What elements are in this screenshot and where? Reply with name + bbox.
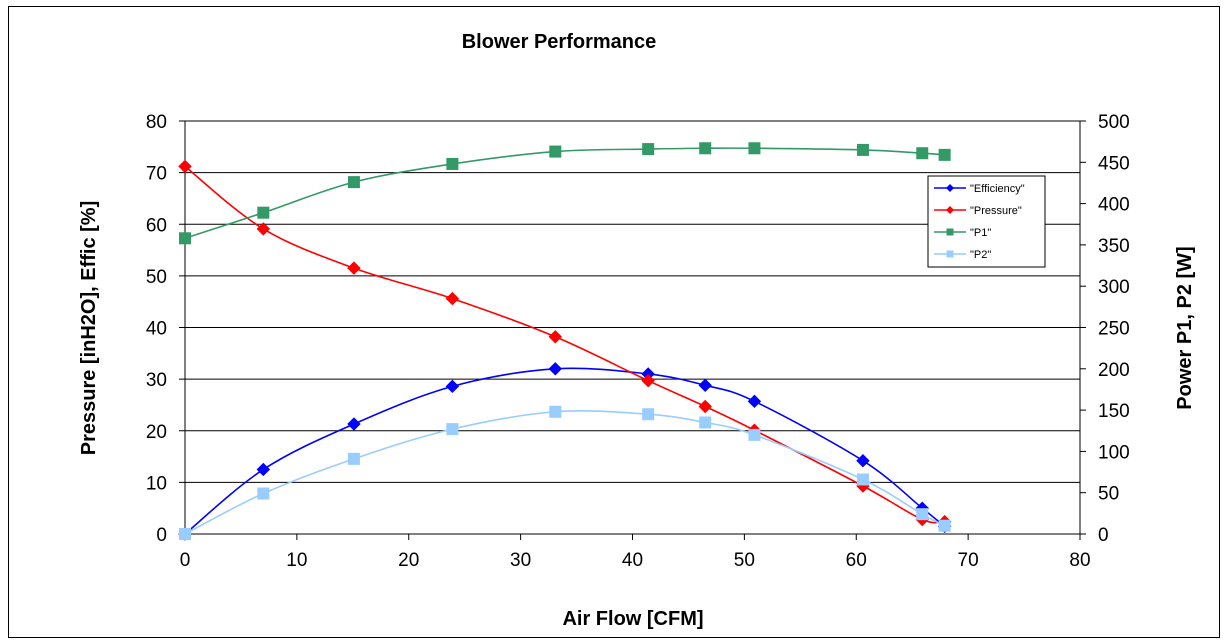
series-lines xyxy=(184,147,946,535)
right-tick-label: 450 xyxy=(1098,153,1130,174)
series-markers xyxy=(178,142,952,541)
left-tick-label: 70 xyxy=(146,164,167,185)
left-tick-label: 80 xyxy=(146,112,167,133)
data-point-square xyxy=(856,143,869,156)
data-point-diamond xyxy=(445,379,460,394)
data-point-diamond xyxy=(256,222,271,236)
legend-marker xyxy=(946,206,954,214)
right-tick-label: 50 xyxy=(1098,484,1119,505)
data-point-square xyxy=(446,423,459,436)
data-point-diamond xyxy=(641,373,655,388)
data-point-square xyxy=(549,405,562,418)
data-point-square xyxy=(916,147,929,160)
legend-label: "P1" xyxy=(970,227,991,239)
data-point-diamond xyxy=(856,453,870,468)
left-tick-label: 50 xyxy=(146,267,167,288)
data-point-diamond xyxy=(747,394,762,409)
data-point-square xyxy=(699,416,712,429)
x-tick-label: 30 xyxy=(510,550,531,571)
right-tick-label: 100 xyxy=(1098,442,1130,463)
series-line xyxy=(184,410,945,535)
data-point-square xyxy=(699,142,712,155)
data-point-square xyxy=(938,148,951,161)
data-point-square xyxy=(347,176,360,189)
legend-marker xyxy=(946,184,954,192)
data-point-diamond xyxy=(548,330,563,344)
data-point-square xyxy=(257,206,270,219)
series-line xyxy=(184,367,946,535)
data-point-square xyxy=(347,452,360,465)
data-point-diamond xyxy=(548,362,563,376)
legend: "Efficiency" "Pressure" "P1" "P2" xyxy=(927,175,1046,268)
x-tick-label: 60 xyxy=(846,550,867,571)
data-point-diamond xyxy=(347,417,361,431)
left-tick-label: 20 xyxy=(146,422,167,443)
chart-title: Blower Performance xyxy=(462,31,657,53)
data-point-square xyxy=(856,473,869,486)
left-tick-label: 30 xyxy=(146,370,167,391)
right-tick-label: 500 xyxy=(1098,112,1130,133)
right-axis-ticks: 0 50 100 150 200 250 300 350 400 450 500 xyxy=(1080,112,1130,546)
left-tick-label: 40 xyxy=(146,319,167,340)
data-point-square xyxy=(916,508,929,521)
data-point-square xyxy=(257,487,270,500)
series-line xyxy=(184,147,945,240)
data-point-square xyxy=(642,143,655,156)
right-tick-label: 200 xyxy=(1098,360,1130,381)
data-point-diamond xyxy=(445,291,460,306)
data-point-diamond xyxy=(698,399,712,414)
right-tick-label: 350 xyxy=(1098,236,1130,257)
right-tick-label: 400 xyxy=(1098,195,1130,216)
data-point-square xyxy=(642,408,655,421)
x-axis-ticks: 0 10 20 30 40 50 60 70 80 xyxy=(180,534,1091,571)
x-tick-label: 20 xyxy=(398,550,419,571)
legend-marker xyxy=(946,228,954,236)
y-axis-title: Pressure [inH2O], Effic [%] xyxy=(78,201,100,456)
right-tick-label: 300 xyxy=(1098,277,1130,298)
data-point-square xyxy=(549,145,562,158)
legend-label: "Efficiency" xyxy=(970,183,1025,195)
chart-frame xyxy=(8,6,1220,638)
data-point-diamond xyxy=(698,378,712,393)
x-tick-label: 50 xyxy=(734,550,755,571)
x-tick-label: 10 xyxy=(286,550,307,571)
data-point-square xyxy=(748,142,761,155)
series-line xyxy=(184,165,945,524)
legend-label: "Pressure" xyxy=(970,205,1022,217)
legend-label: "P2" xyxy=(970,249,991,261)
data-point-diamond xyxy=(178,159,192,174)
x-tick-label: 70 xyxy=(958,550,979,571)
x-axis-title: Air Flow [CFM] xyxy=(562,608,703,630)
data-point-square xyxy=(938,519,951,532)
left-axis-ticks: 0 10 20 30 40 50 60 70 80 xyxy=(146,112,185,546)
y2-axis-title: Power P1, P2 [W] xyxy=(1174,246,1196,409)
x-tick-label: 40 xyxy=(622,550,643,571)
legend-marker xyxy=(946,250,954,258)
left-tick-label: 10 xyxy=(146,473,167,494)
data-point-diamond xyxy=(256,462,271,477)
right-tick-label: 150 xyxy=(1098,401,1130,422)
right-tick-label: 250 xyxy=(1098,319,1130,340)
data-point-square xyxy=(446,157,459,170)
left-tick-label: 0 xyxy=(156,525,167,546)
data-point-square xyxy=(748,428,761,441)
x-tick-label: 80 xyxy=(1069,550,1090,571)
grid-lines xyxy=(185,120,1080,483)
data-point-square xyxy=(179,232,191,245)
data-point-square xyxy=(179,528,191,540)
data-point-diamond xyxy=(347,261,361,275)
right-tick-label: 0 xyxy=(1098,525,1109,546)
x-tick-label: 0 xyxy=(180,550,191,571)
left-tick-label: 60 xyxy=(146,215,167,236)
